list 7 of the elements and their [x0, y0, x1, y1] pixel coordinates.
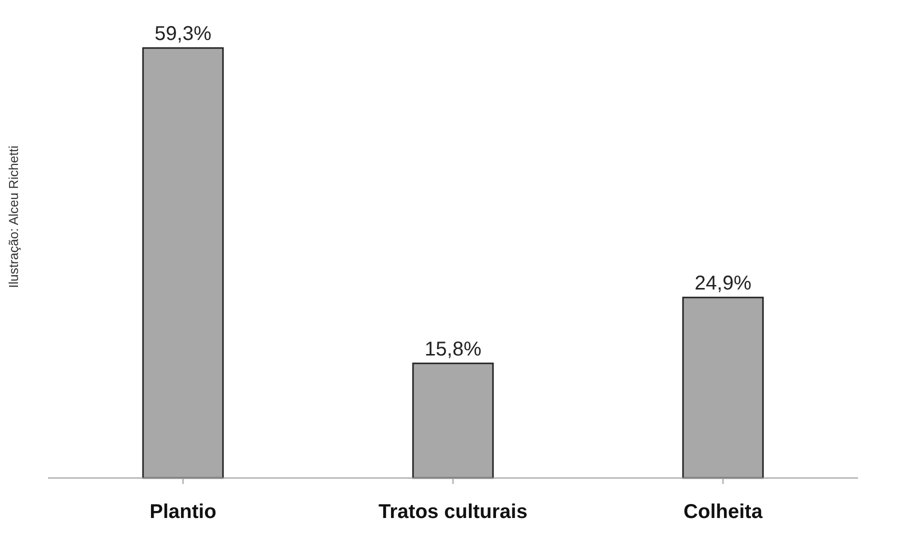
x-tick-label: Plantio — [150, 501, 216, 524]
x-tick-label: Tratos culturais — [378, 501, 528, 524]
data-label: 59,3% — [154, 23, 212, 45]
data-label: 24,9% — [694, 272, 752, 294]
text: Ilustração: Alceu Richetti — [6, 146, 21, 288]
data-label: 15,8% — [424, 338, 482, 360]
x-tick-label: Colheita — [684, 501, 764, 524]
